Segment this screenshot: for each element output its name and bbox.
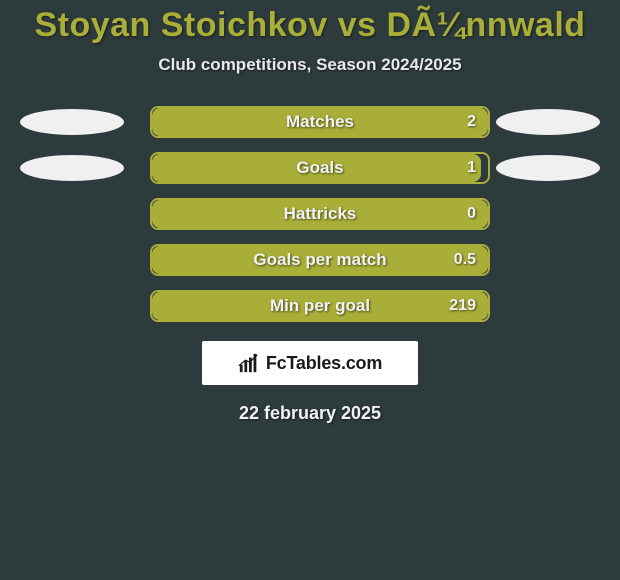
comparison-infographic: Stoyan Stoichkov vs DÃ¼nnwald Club compe… bbox=[0, 0, 620, 580]
stat-bar-track: Goals1 bbox=[150, 152, 490, 184]
stat-row: Min per goal219 bbox=[0, 289, 620, 323]
right-ellipse bbox=[496, 109, 600, 135]
stat-bar-value: 2 bbox=[467, 108, 476, 136]
page-title: Stoyan Stoichkov vs DÃ¼nnwald bbox=[0, 0, 620, 45]
stat-bar-label: Goals per match bbox=[152, 246, 488, 274]
date-text: 22 february 2025 bbox=[0, 403, 620, 424]
stat-bar-label: Matches bbox=[152, 108, 488, 136]
stat-bar-value: 219 bbox=[449, 292, 476, 320]
subtitle: Club competitions, Season 2024/2025 bbox=[0, 55, 620, 75]
left-ellipse bbox=[20, 155, 124, 181]
right-ellipse bbox=[496, 155, 600, 181]
title-player2: DÃ¼nnwald bbox=[386, 6, 585, 44]
brand-text: FcTables.com bbox=[266, 353, 382, 374]
brand-rest: Tables.com bbox=[286, 353, 382, 373]
title-vs: vs bbox=[338, 6, 377, 44]
stat-rows: Matches2Goals1Hattricks0Goals per match0… bbox=[0, 105, 620, 323]
stat-bar-track: Matches2 bbox=[150, 106, 490, 138]
stat-row: Hattricks0 bbox=[0, 197, 620, 231]
stat-bar-label: Goals bbox=[152, 154, 488, 182]
brand-inner: FcTables.com bbox=[238, 352, 382, 374]
stat-row: Goals per match0.5 bbox=[0, 243, 620, 277]
stat-bar-track: Hattricks0 bbox=[150, 198, 490, 230]
barchart-icon bbox=[238, 352, 260, 374]
stat-bar-value: 0.5 bbox=[454, 246, 476, 274]
stat-bar-value: 1 bbox=[467, 154, 476, 182]
stat-bar-value: 0 bbox=[467, 200, 476, 228]
stat-bar-track: Goals per match0.5 bbox=[150, 244, 490, 276]
stat-bar-label: Hattricks bbox=[152, 200, 488, 228]
brand-fc: Fc bbox=[266, 353, 287, 373]
left-ellipse bbox=[20, 109, 124, 135]
title-player1: Stoyan Stoichkov bbox=[34, 6, 327, 44]
stat-bar-track: Min per goal219 bbox=[150, 290, 490, 322]
stat-bar-label: Min per goal bbox=[152, 292, 488, 320]
brand-box: FcTables.com bbox=[202, 341, 418, 385]
stat-row: Goals1 bbox=[0, 151, 620, 185]
stat-row: Matches2 bbox=[0, 105, 620, 139]
